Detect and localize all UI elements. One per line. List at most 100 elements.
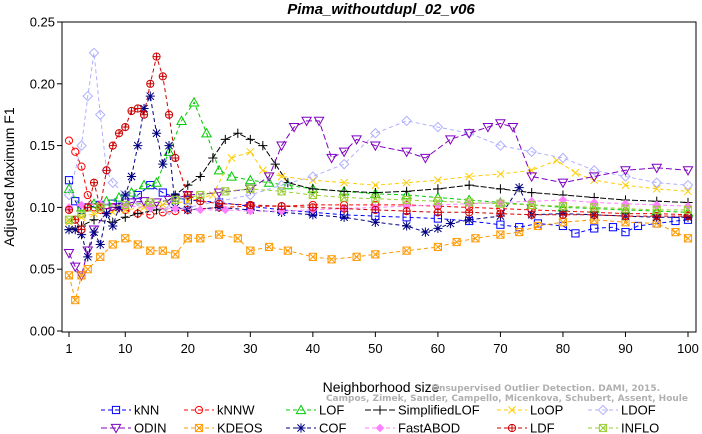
data-point [133,208,143,219]
data-point [496,170,505,178]
x-tick-label: 20 [181,341,195,356]
data-point [220,134,230,145]
series-kdeos [64,215,693,305]
legend-label: kNNW [217,403,255,418]
data-point [82,246,94,257]
data-point [64,271,74,280]
y-tick-label: 0.00 [30,324,55,339]
data-point [371,181,380,190]
data-point [146,198,155,207]
data-point [313,116,325,127]
x-tick-label: 80 [556,341,570,356]
data-point [208,153,218,163]
data-point [64,205,74,214]
data-point [101,208,112,219]
y-tick-label: 0.15 [30,138,55,153]
data-point [70,225,80,235]
legend-label: LDOF [621,403,656,418]
x-tick-label: 70 [493,341,507,356]
data-point [102,166,111,175]
data-point [221,187,230,196]
data-point [682,179,694,191]
data-point [557,152,569,164]
data-point [88,198,100,208]
y-axis: 0.00 0.05 0.10 0.15 0.20 0.25 [30,15,62,339]
data-point [552,156,561,165]
data-point [371,250,380,259]
data-point [246,206,255,216]
data-point [171,250,180,259]
data-point [588,172,600,183]
data-point [176,115,187,125]
y-tick-label: 0.10 [30,200,55,215]
data-point [171,153,180,163]
data-point [77,209,86,218]
data-point [452,237,461,247]
x-axis: 1 10 20 30 40 50 60 70 80 90 100 [65,332,699,356]
chart-title: Pima_withoutdupl_02_v06 [287,1,475,18]
data-point [107,177,119,188]
legend-label: LOF [319,403,344,418]
series-line-cof [69,94,688,259]
data-point [121,234,130,243]
data-point [96,252,105,261]
x-tick-label: 30 [243,341,257,356]
data-point [89,227,99,237]
watermark-line-1: Unsupervised Outlier Detection. DAMI, 20… [432,384,660,394]
data-point [158,200,167,209]
data-point [683,205,693,214]
data-point [533,221,543,231]
data-point [139,103,149,114]
legend-item-loop: LoOP [497,403,563,418]
data-point [63,183,75,193]
series-simplifiedlof [64,128,693,235]
data-point [590,203,599,212]
data-point [283,246,292,255]
data-point [221,205,230,215]
data-point [151,128,162,138]
legend-item-ldf: LDF [497,421,555,434]
data-point [496,199,505,208]
data-point [463,129,475,139]
data-point [101,208,112,218]
data-point [83,203,92,212]
data-point [608,223,618,232]
legend-marker [508,406,516,414]
data-point [339,212,349,222]
data-point [621,211,630,221]
data-point [433,197,442,206]
data-point [621,228,630,237]
data-point [114,129,124,138]
data-point [163,146,175,156]
data-point [308,203,317,212]
x-tick-label: 1 [65,341,72,356]
legend-item-lof: LOF [286,403,344,418]
data-point [188,96,200,107]
data-point [183,234,192,243]
x-tick-label: 50 [368,341,382,356]
data-point [164,141,174,151]
data-point [277,202,286,211]
y-tick-label: 0.25 [30,15,55,30]
data-point [495,140,506,151]
data-point [671,228,680,237]
y-tick-label: 0.20 [30,76,55,91]
data-point [464,215,474,225]
data-point [371,205,380,214]
legend-marker [296,423,306,433]
data-point [433,176,442,185]
data-point [558,202,568,211]
data-point [158,246,167,255]
data-point [77,225,86,234]
data-point [83,252,93,262]
data-point [213,164,225,175]
legend-label: KDEOS [217,421,263,434]
data-point [258,141,268,151]
data-point [64,225,74,235]
plot-frame [61,21,697,333]
data-point [402,207,411,216]
data-point [308,210,318,220]
series-line-ldf [68,54,688,231]
data-point [471,234,480,243]
data-point [514,183,524,193]
